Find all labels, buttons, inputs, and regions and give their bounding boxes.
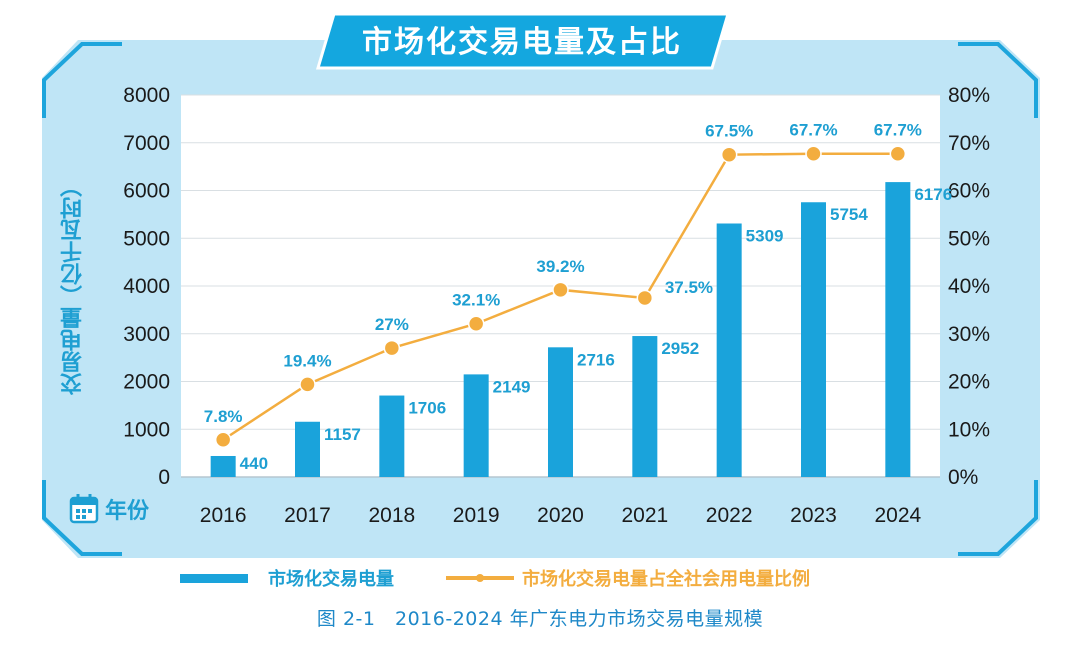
line-point (889, 145, 907, 162)
bar-value-label: 5754 (830, 205, 868, 224)
frame-corner-bottom-left (42, 480, 122, 556)
line-value-label: 32.1% (452, 291, 500, 310)
bar (295, 421, 320, 477)
x-tick-label: 2017 (284, 504, 331, 527)
line-value-label: 67.7% (789, 121, 837, 140)
x-tick-label: 2016 (200, 504, 247, 527)
frame-corner-bottom-right (958, 480, 1038, 556)
line-value-label: 39.2% (536, 257, 584, 276)
y2-tick-label: 60% (948, 180, 990, 203)
y-tick-label: 0 (158, 466, 170, 489)
bar-value-label: 5309 (746, 226, 784, 245)
line-value-label: 7.8% (204, 407, 243, 426)
line-point (552, 281, 569, 299)
y-tick-label: 6000 (123, 180, 170, 203)
legend-line-label: 市场化交易电量占全社会用电量比例 (522, 569, 810, 590)
legend-bar-label: 市场化交易电量 (268, 569, 394, 590)
figure-caption: 图 2-1 2016-2024 年广东电力市场交易电量规模 (316, 608, 764, 630)
y2-tick-label: 80% (948, 84, 990, 107)
x-tick-label: 2023 (790, 504, 837, 527)
line-point (299, 376, 316, 393)
bar-value-label: 1157 (324, 425, 361, 444)
legend-bar-swatch (180, 573, 248, 583)
title-tab-background (315, 12, 731, 70)
y2-tick-label: 50% (948, 227, 990, 250)
bar (463, 374, 489, 477)
line-point (805, 145, 822, 162)
bar-value-label: 2716 (577, 350, 615, 369)
chart-title: 市场化交易电量及占比 (362, 25, 682, 60)
bar (716, 223, 742, 477)
line-value-label: 67.7% (874, 121, 922, 140)
y-tick-label: 8000 (123, 84, 170, 107)
x-tick-label: 2022 (706, 504, 753, 527)
y-tick-label: 5000 (123, 227, 170, 250)
x-axis-label: 年份 (105, 499, 150, 524)
y-tick-label: 3000 (123, 323, 170, 346)
line-value-label: 37.5% (665, 278, 713, 297)
bar-value-label: 440 (240, 454, 268, 473)
y-axis-label: 交易电量（亿千瓦时） (61, 175, 86, 395)
x-tick-label: 2020 (537, 504, 584, 527)
y2-tick-label: 20% (948, 371, 990, 394)
y-tick-label: 4000 (123, 275, 170, 298)
chart-canvas: 0 1000 2000 3000 4000 5000 6000 7000 8000 0% 10% 20… (123, 84, 990, 527)
bar (548, 347, 573, 477)
bar (210, 455, 236, 477)
bar-value-label: 6176 (914, 185, 952, 204)
bar (801, 202, 826, 477)
bar-value-label: 1706 (408, 399, 446, 418)
bar (632, 336, 658, 477)
legend-item-line: 市场化交易电量占全社会用电量比例 (522, 563, 810, 593)
y-tick-label: 2000 (123, 371, 170, 394)
line-point (720, 146, 738, 163)
calendar-icon (69, 494, 99, 524)
line-point (467, 315, 485, 332)
x-tick-label: 2018 (368, 504, 415, 527)
y-tick-label: 1000 (123, 418, 170, 441)
bar-value-label: 2952 (661, 339, 699, 358)
line-point (383, 339, 401, 357)
line-value-label: 67.5% (705, 122, 753, 141)
bar (885, 182, 911, 477)
y2-tick-label: 70% (948, 132, 990, 155)
line-point (214, 431, 232, 449)
frame-corner-top-right (958, 42, 1038, 118)
line-value-label: 27% (375, 315, 409, 334)
legend-item-bar: 市场化交易电量 (180, 563, 394, 593)
y2-tick-label: 30% (948, 323, 990, 346)
bar-value-label: 2149 (493, 377, 531, 396)
y-axis-label-container: 交易电量（亿千瓦时） (52, 160, 96, 410)
y-tick-label: 7000 (123, 132, 170, 155)
y2-tick-label: 10% (948, 418, 990, 441)
bar (379, 395, 405, 477)
x-tick-label: 2024 (874, 504, 921, 527)
x-tick-label: 2021 (621, 504, 668, 527)
line-point (636, 289, 654, 307)
legend-line-swatch (446, 574, 514, 582)
x-tick-label: 2019 (453, 504, 500, 527)
y2-tick-label: 0% (948, 466, 978, 489)
frame-corner-top-left (42, 42, 122, 118)
y2-tick-label: 40% (948, 275, 990, 298)
line-value-label: 19.4% (283, 351, 331, 370)
